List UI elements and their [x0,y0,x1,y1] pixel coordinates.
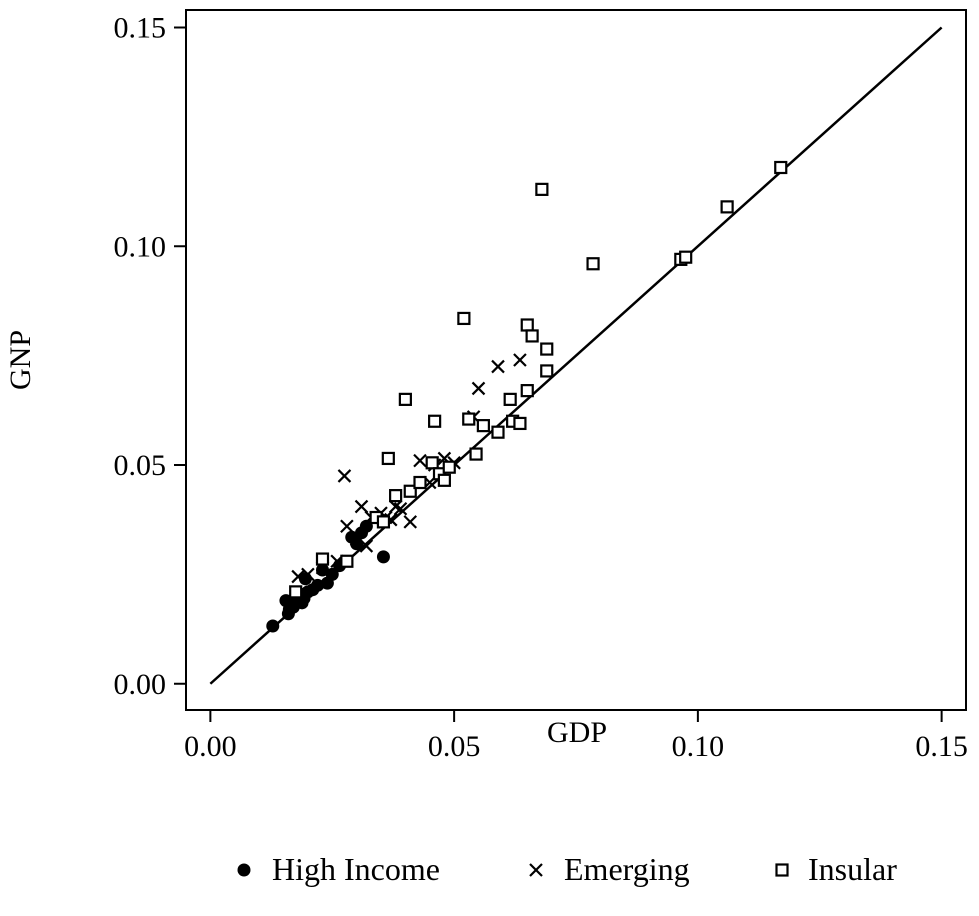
cross-stroke [403,515,418,529]
insular-point [586,257,600,271]
x-tick-label: 0.00 [184,730,237,763]
cross-stroke [291,569,305,584]
insular-point [720,200,734,214]
insular-point [503,392,517,406]
insular-point [520,384,534,398]
insular-point [476,419,490,433]
cross-stroke [471,381,486,396]
high-income-point [266,619,280,633]
plot-frame [185,9,967,711]
insular-point [462,412,476,426]
insular-point [398,392,412,406]
insular-point [679,250,693,264]
legend-marker-high-income [237,863,251,877]
cross-stroke [413,453,427,468]
insular-point [376,515,391,529]
x-tick-label: 0.05 [428,730,481,763]
axes: 0.00 0.05 0.10 0.15 0.00 0.05 0.10 0.15 [114,9,968,763]
emerging-point [301,567,315,582]
series-emerging [291,353,527,584]
y-axis-label: GNP [4,330,37,390]
insular-point [428,414,442,428]
cross-stroke [491,359,505,374]
insular-point [469,447,483,461]
cross-stroke [393,501,408,516]
insular-point [425,456,439,470]
legend-item-high-income: High Income [237,851,440,887]
legend-label-emerging: Emerging [564,851,690,887]
emerging-point [340,519,354,534]
insular-point [403,484,417,498]
legend-label-high-income: High Income [272,851,440,887]
high-income-point [376,550,390,564]
cross-stroke [354,499,369,514]
insular-point [774,160,788,175]
cross-stroke [529,863,543,877]
insular-point [520,318,534,332]
insular-point [540,364,554,378]
insular-point [437,473,451,487]
legend-item-insular: Insular [775,851,897,887]
cross-stroke [349,532,364,547]
series-high-income [266,519,390,633]
insular-point [381,451,395,466]
x-axis-label: GDP [547,716,607,749]
emerging-point [349,532,364,547]
insular-point [413,475,427,490]
x-tick-label: 0.15 [915,730,968,763]
high-income-point [316,563,329,577]
emerging-point [354,499,369,514]
cross-stroke [337,469,352,483]
insular-point [525,329,539,343]
plot-area [209,26,943,685]
emerging-point [337,469,352,483]
legend-label-insular: Insular [808,851,897,887]
insular-point [340,554,354,568]
emerging-point [413,453,427,468]
insular-point [289,585,303,599]
emerging-point [491,359,505,374]
series-insular [289,160,788,599]
cross-stroke [359,539,374,553]
insular-point [513,416,527,431]
insular-point [442,460,456,474]
insular-point [540,342,554,356]
emerging-point [513,353,527,367]
high-income-point [325,567,339,581]
x-tick-label: 0.10 [672,730,725,763]
insular-point [315,552,330,566]
emerging-point [359,539,374,553]
cross-stroke [513,353,527,367]
legend: High Income Emerging Insular [237,851,897,887]
cross-stroke [301,567,315,582]
legend-marker-insular [775,863,789,877]
y-tick-label: 0.15 [114,12,167,45]
insular-point [491,425,505,439]
y-tick-label: 0.10 [114,230,167,263]
cross-stroke [388,499,403,514]
legend-marker-emerging [529,863,543,877]
high-income-point [311,578,325,592]
emerging-point [403,515,418,529]
legend-item-emerging: Emerging [529,851,690,887]
cross-stroke [340,519,354,534]
y-tick-label: 0.05 [114,449,167,482]
insular-point [457,311,471,326]
cross-stroke [437,451,452,466]
emerging-point [471,381,486,396]
insular-point [535,182,549,196]
emerging-point [393,501,408,516]
y-tick-label: 0.00 [114,668,167,701]
insular-point [389,489,403,503]
